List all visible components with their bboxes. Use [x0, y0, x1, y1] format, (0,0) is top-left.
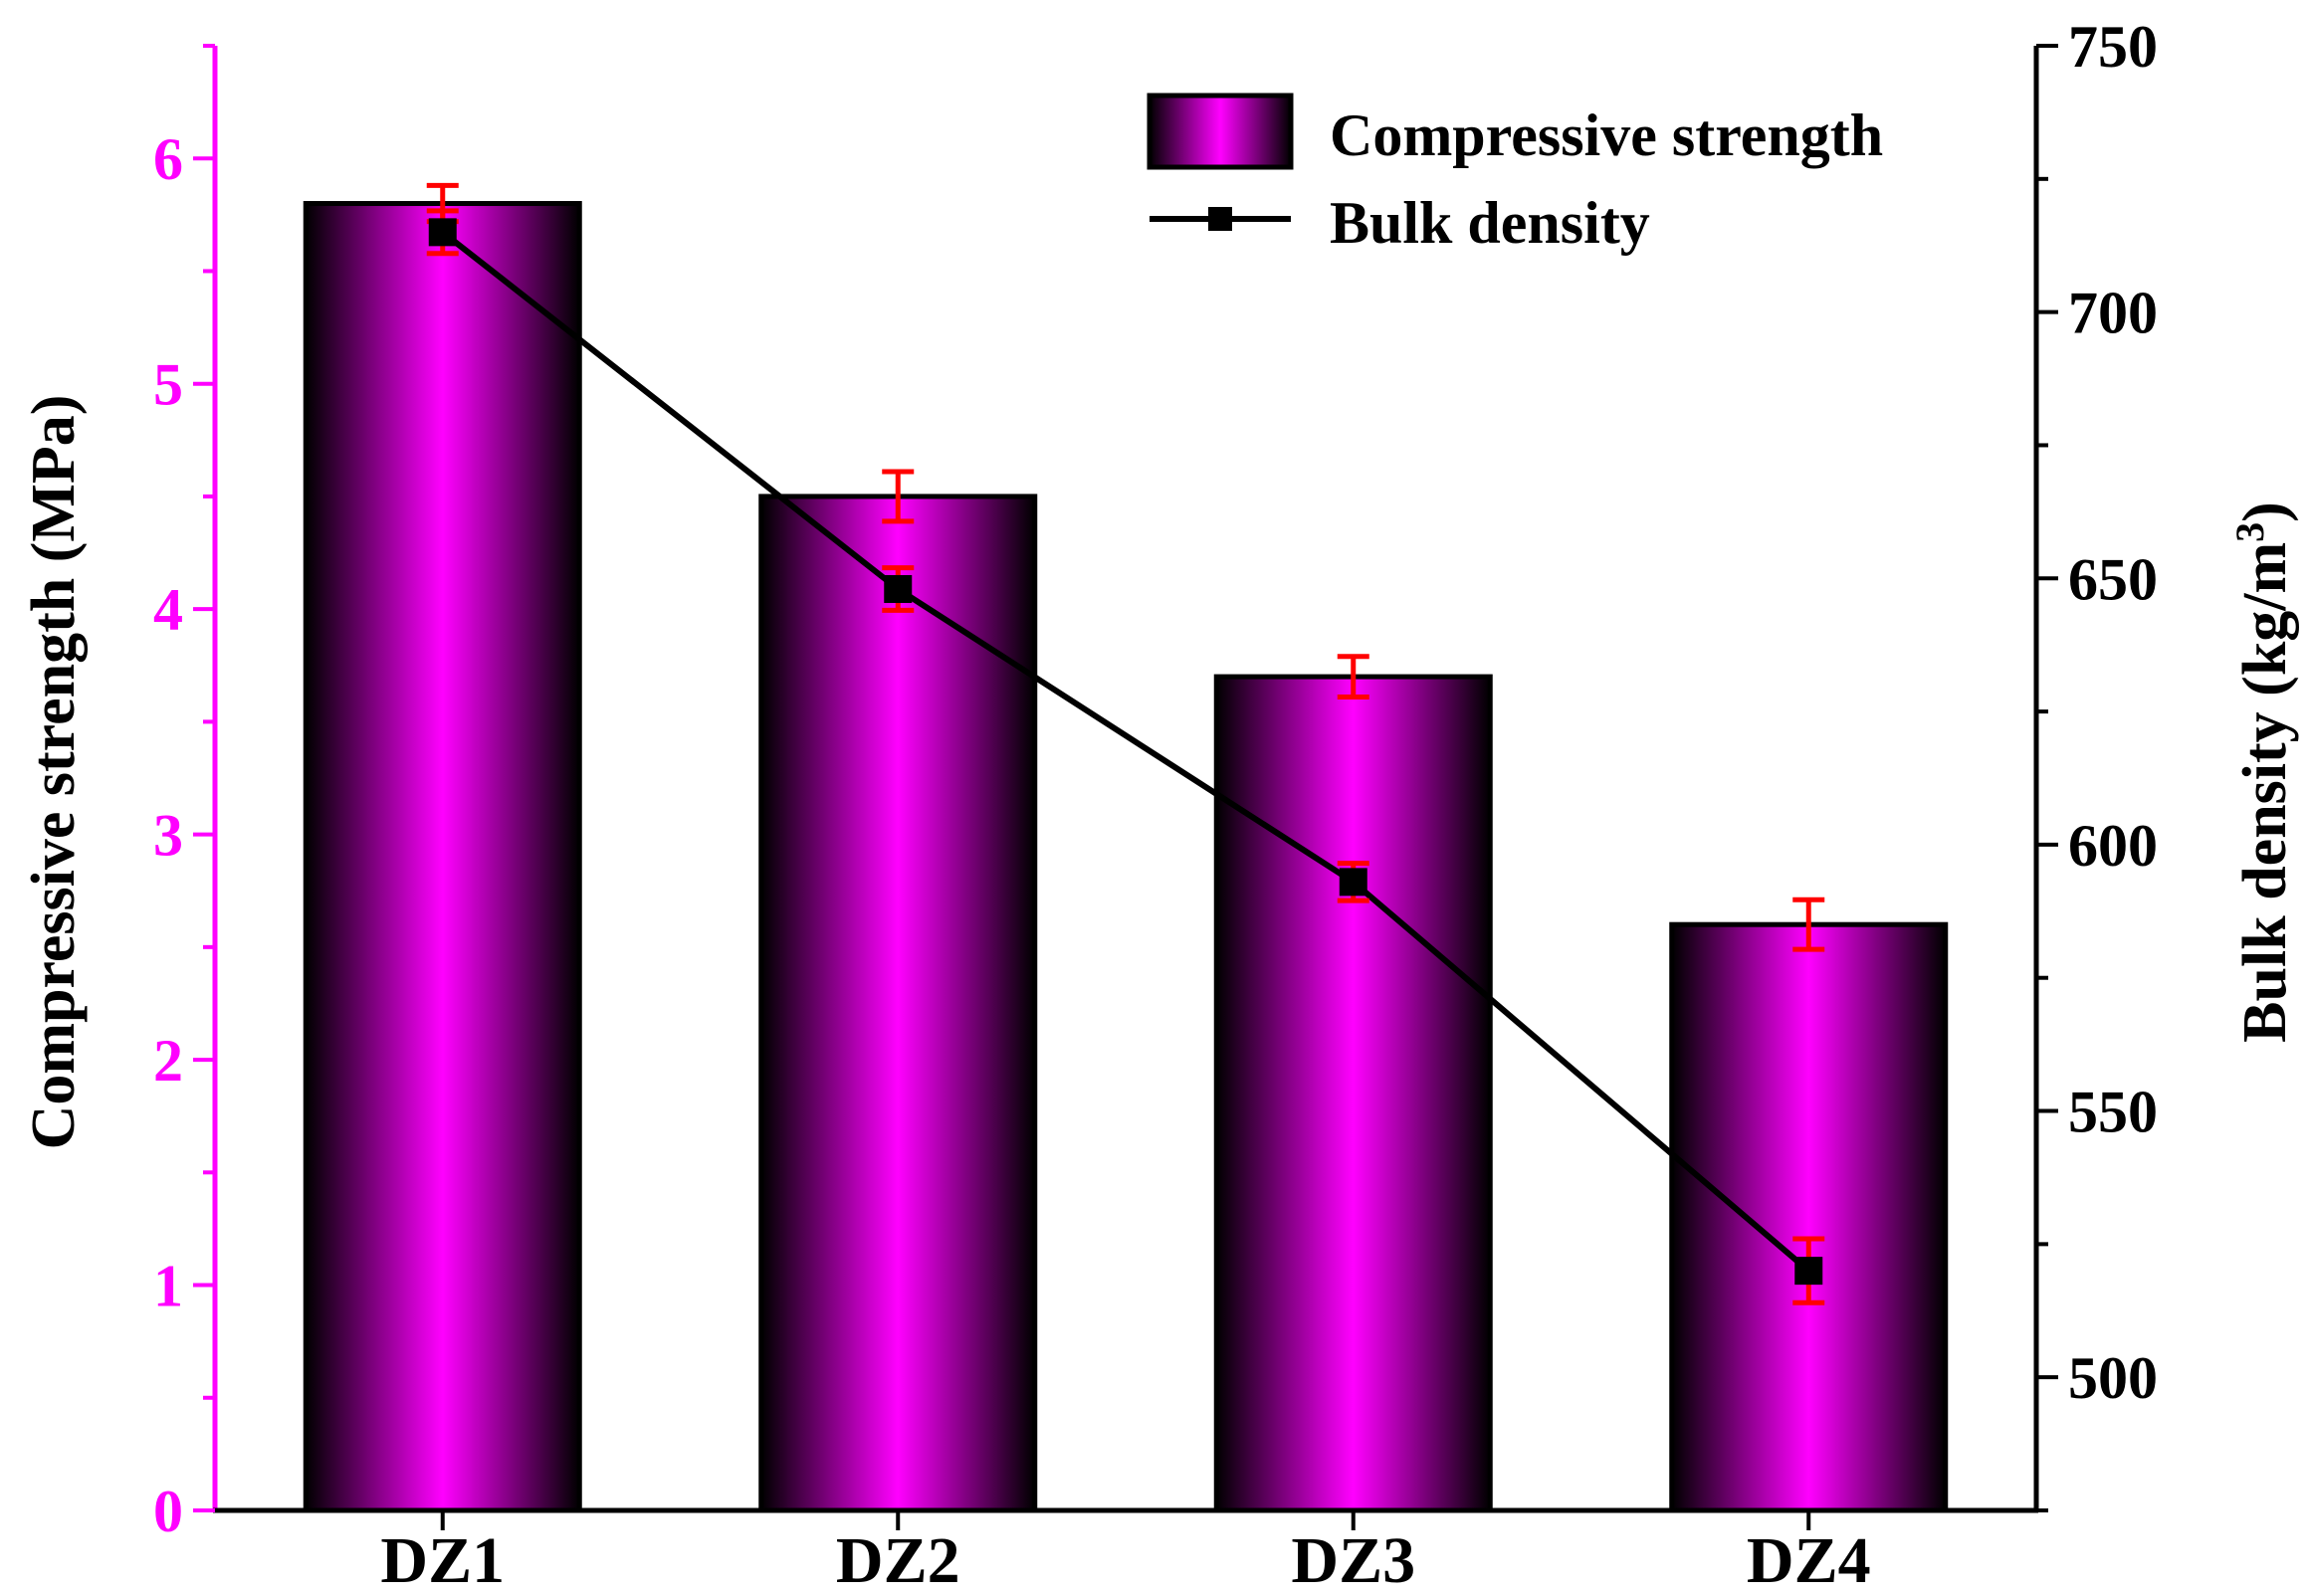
- y2-axis-title-superscript: 3: [2227, 522, 2272, 542]
- bar-dz3: [1213, 674, 1493, 1513]
- right-tick-label-550: 550: [2068, 1080, 2158, 1145]
- left-tick-label-5: 5: [153, 352, 183, 418]
- y-axis-title: Compressive strength (MPa): [20, 395, 88, 1150]
- x-tick-label-dz3: DZ3: [1291, 1524, 1415, 1596]
- x-tick-label-dz1: DZ1: [380, 1524, 505, 1596]
- bulk-density-point-dz2: [884, 574, 913, 603]
- left-tick-label-6: 6: [153, 126, 183, 192]
- right-tick-label-600: 600: [2068, 813, 2158, 879]
- y2-axis-title: Bulk density (kg/m3): [2227, 501, 2300, 1043]
- density-line-layer: [426, 208, 1825, 1305]
- left-tick-label-4: 4: [153, 577, 183, 643]
- bulk-density-point-dz1: [428, 218, 457, 247]
- bar-dz4: [1669, 921, 1949, 1513]
- legend-label-compressive-strength: Compressive strength: [1330, 102, 1883, 168]
- left-tick-label-1: 1: [153, 1254, 183, 1319]
- right-tick-label-650: 650: [2068, 546, 2158, 612]
- legend: Compressive strength Bulk density: [1147, 93, 1883, 256]
- legend-marker-bulk-density: [1208, 207, 1232, 231]
- left-tick-label-3: 3: [153, 803, 183, 869]
- bulk-density-point-dz4: [1794, 1257, 1823, 1286]
- ticks-layer: 0 1 2 3 4 5 6 500 550 600 650 700 750 DZ1 DZ2 DZ3 DZ4: [153, 14, 2158, 1596]
- x-tick-label-dz4: DZ4: [1747, 1524, 1871, 1596]
- axes-layer: [212, 46, 2039, 1513]
- legend-label-bulk-density: Bulk density: [1330, 190, 1650, 256]
- bar-dz2: [758, 494, 1038, 1513]
- legend-swatch-compressive-strength: [1147, 93, 1294, 170]
- right-tick-label-750: 750: [2068, 14, 2158, 80]
- left-tick-label-0: 0: [153, 1479, 183, 1544]
- bar-dz1: [303, 201, 582, 1513]
- right-tick-label-700: 700: [2068, 281, 2158, 346]
- x-tick-label-dz2: DZ2: [836, 1524, 960, 1596]
- bulk-density-point-dz3: [1339, 868, 1367, 897]
- bars-layer: [303, 182, 1949, 1513]
- bulk-density-line: [440, 229, 1811, 1274]
- right-tick-label-500: 500: [2068, 1345, 2158, 1411]
- left-tick-label-2: 2: [153, 1028, 183, 1094]
